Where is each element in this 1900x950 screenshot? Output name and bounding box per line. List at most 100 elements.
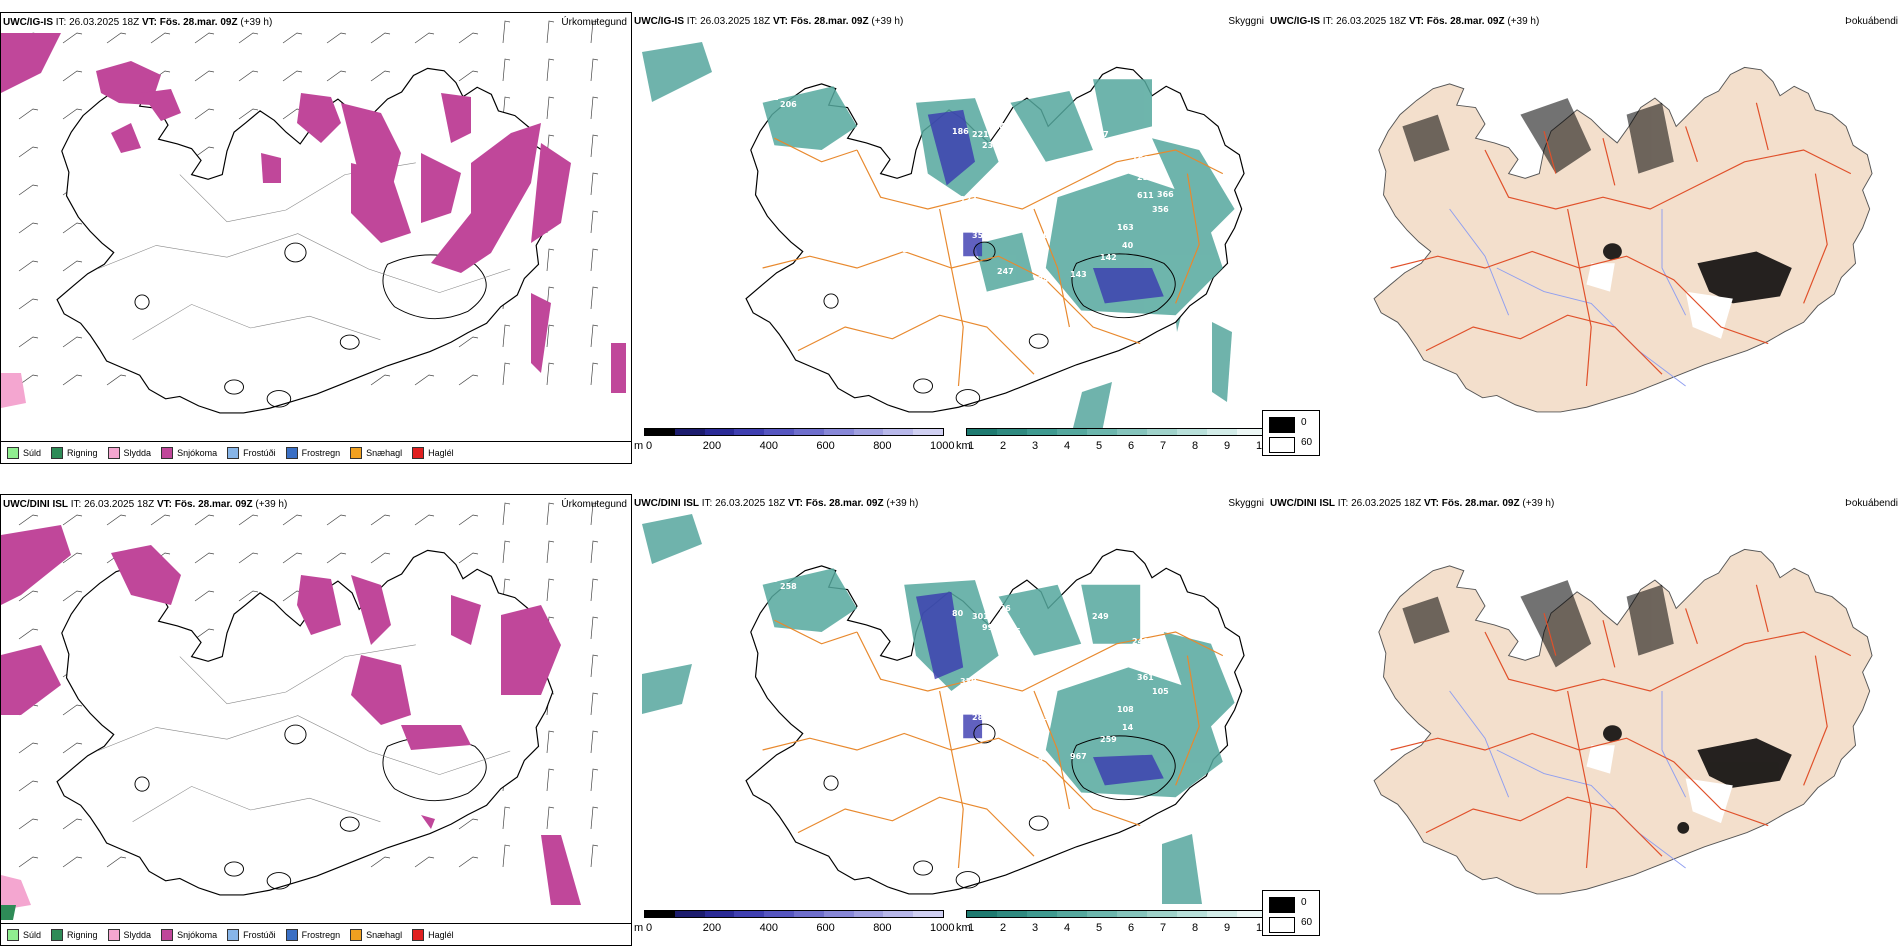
colorbar-step bbox=[997, 429, 1027, 435]
visibility-value-label: 14 bbox=[1122, 723, 1134, 732]
wind-barb bbox=[590, 172, 599, 196]
fog-key-white bbox=[1269, 917, 1295, 933]
colorbar-tick: 3 bbox=[1032, 440, 1039, 452]
visibility-value-label: 258 bbox=[780, 582, 797, 591]
visibility-value-label: 250 bbox=[742, 100, 759, 109]
colorbar-tick: 0 bbox=[646, 922, 653, 934]
wind-barb bbox=[62, 222, 83, 234]
colorbar-step bbox=[1147, 429, 1177, 435]
visibility-value-label: 683 bbox=[832, 642, 849, 651]
wind-barb bbox=[194, 514, 215, 526]
fog-map bbox=[1373, 66, 1873, 413]
visibility-value-label: 166 bbox=[1132, 155, 1149, 164]
visibility-value-label: 967 bbox=[1070, 752, 1087, 761]
visibility-value-label: 124 bbox=[1032, 275, 1049, 284]
visibility-value-label: 426 bbox=[994, 604, 1011, 613]
colorbar-step bbox=[997, 911, 1027, 917]
wind-barb bbox=[238, 514, 259, 526]
wind-barb bbox=[238, 590, 259, 602]
wind-barb bbox=[546, 540, 555, 564]
wind-barb bbox=[326, 70, 347, 82]
visibility-value-label: 28 bbox=[972, 713, 984, 722]
legend-swatch bbox=[107, 446, 120, 459]
wind-barb bbox=[106, 514, 127, 526]
precip-legend: Súld Rigning Slydda Snjókoma Frostúði Fr… bbox=[1, 923, 631, 945]
visibility-value-label: 143 bbox=[1070, 270, 1087, 279]
fog-key-row1: 0 60 bbox=[1262, 410, 1320, 456]
wind-barb bbox=[62, 70, 83, 82]
colorbar-step bbox=[1117, 429, 1147, 435]
visibility-panel-row1: UWC/IG-IS IT: 26.03.2025 18Z VT: Fös. 28… bbox=[632, 12, 1268, 464]
legend-swatch bbox=[51, 446, 64, 459]
wind-barb bbox=[238, 108, 259, 120]
colorbar-unit: m bbox=[634, 440, 644, 452]
visibility-value-label: 35 bbox=[972, 231, 984, 240]
visibility-value-label: 345 bbox=[1052, 171, 1069, 180]
wind-barb bbox=[546, 578, 555, 602]
visibility-value-label: 332 bbox=[762, 93, 779, 102]
visibility-value-label: 287 bbox=[1004, 145, 1021, 154]
visibility-value-label: 24 bbox=[994, 122, 1006, 131]
visibility-value-label: 193 bbox=[1032, 713, 1049, 722]
colorbar-tick: 200 bbox=[702, 922, 722, 934]
wind-barb bbox=[590, 768, 599, 792]
wind-barb bbox=[546, 362, 555, 386]
wind-barb bbox=[238, 32, 259, 44]
legend-swatch bbox=[7, 446, 19, 459]
wind-barb bbox=[590, 134, 599, 158]
colorbar-tick: 8 bbox=[1192, 440, 1199, 452]
colorbar-step bbox=[1027, 429, 1057, 435]
wind-barb bbox=[18, 260, 39, 272]
colorbar-tick: 600 bbox=[816, 922, 835, 934]
legend-item: Haglél bbox=[412, 928, 454, 941]
wind-barb bbox=[150, 514, 171, 526]
legend-swatch bbox=[161, 928, 174, 941]
snow-areas bbox=[1, 33, 626, 393]
fog-key-black bbox=[1269, 897, 1295, 913]
wind-barb bbox=[502, 324, 511, 348]
wind-barb bbox=[590, 578, 599, 602]
colorbar-step bbox=[1207, 429, 1237, 435]
visibility-value-label: 249 bbox=[1092, 612, 1109, 621]
wind-barb bbox=[106, 374, 127, 386]
colorbar-step bbox=[823, 429, 854, 435]
visibility-value-label: 868 bbox=[890, 157, 907, 166]
panel-header: UWC/DINI ISL IT: 26.03.2025 18Z VT: Fös.… bbox=[3, 499, 288, 510]
colorbar-step bbox=[764, 911, 794, 917]
colorbar-step bbox=[645, 911, 675, 917]
wind-barb bbox=[18, 856, 39, 868]
wind-barb bbox=[194, 552, 215, 564]
colorbar-step bbox=[913, 911, 943, 917]
precip-legend: Súld Rigning Slydda Snjókoma Frostúði Fr… bbox=[1, 441, 631, 463]
colorbar-step bbox=[793, 911, 824, 917]
wind-barb bbox=[458, 32, 479, 44]
colorbar-step bbox=[793, 429, 824, 435]
wind-barb bbox=[18, 374, 39, 386]
wind-barb bbox=[414, 514, 435, 526]
colorbar-step bbox=[883, 429, 914, 435]
wind-barb bbox=[546, 248, 555, 272]
wind-barb bbox=[590, 20, 599, 44]
wind-barb bbox=[18, 336, 39, 348]
colorbar-step bbox=[823, 911, 854, 917]
colorbar-tick: 4 bbox=[1064, 922, 1071, 934]
colorbar-tick: 3 bbox=[1032, 922, 1039, 934]
visibility-value-label: 372 bbox=[987, 669, 1004, 678]
colorbar-tick: 7 bbox=[1160, 922, 1167, 934]
wind-barb bbox=[370, 70, 391, 82]
wind-barb bbox=[502, 20, 511, 44]
visibility-title: Skyggni bbox=[1228, 16, 1264, 27]
wind-barb bbox=[370, 374, 391, 386]
wind-barb bbox=[62, 742, 83, 754]
precip-panel-row2: UWC/DINI ISL IT: 26.03.2025 18Z VT: Fös.… bbox=[0, 494, 632, 946]
visibility-value-label: 557 bbox=[1092, 130, 1109, 139]
wind-barb bbox=[590, 692, 599, 716]
precip-map bbox=[1, 502, 599, 920]
wind-barb bbox=[18, 146, 39, 158]
legend-swatch bbox=[412, 928, 425, 941]
wind-barb bbox=[106, 856, 127, 868]
legend-swatch bbox=[7, 928, 19, 941]
colorbar-step bbox=[1027, 911, 1057, 917]
wind-barb bbox=[414, 374, 435, 386]
wind-barb bbox=[18, 108, 39, 120]
